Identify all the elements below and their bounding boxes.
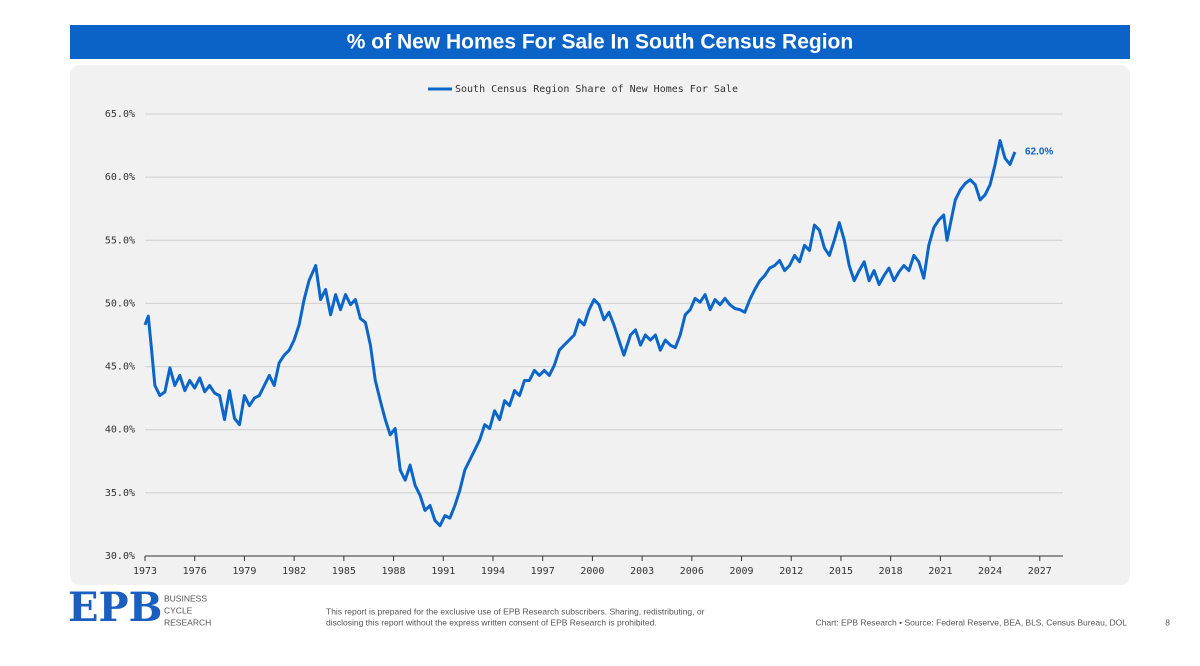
x-tick-label: 2003 xyxy=(630,566,654,577)
x-tick-label: 2012 xyxy=(779,566,803,577)
disclaimer: disclosing this report without the expre… xyxy=(326,617,657,627)
x-tick-label: 2021 xyxy=(928,566,952,577)
y-tick-label: 30.0% xyxy=(105,551,135,562)
series-line xyxy=(143,139,1017,528)
value-annotation: 62.0% xyxy=(1025,147,1053,158)
x-tick-label: 2027 xyxy=(1028,566,1052,577)
y-tick-label: 55.0% xyxy=(105,235,135,246)
x-tick-label: 1997 xyxy=(531,566,555,577)
x-tick-label: 1988 xyxy=(382,566,406,577)
x-tick-label: 1985 xyxy=(332,566,356,577)
legend-label: South Census Region Share of New Homes F… xyxy=(455,84,738,95)
y-tick-label: 45.0% xyxy=(105,362,135,373)
disclaimer: This report is prepared for the exclusiv… xyxy=(326,606,705,616)
y-tick-label: 60.0% xyxy=(105,172,135,183)
brand-line: BUSINESS xyxy=(164,593,207,603)
y-tick-label: 35.0% xyxy=(105,488,135,499)
x-tick-label: 1976 xyxy=(183,566,207,577)
x-tick-label: 2018 xyxy=(879,566,903,577)
x-tick-label: 2024 xyxy=(978,566,1002,577)
y-tick-label: 50.0% xyxy=(105,298,135,309)
source: Chart: EPB Research • Source: Federal Re… xyxy=(816,617,1128,627)
x-tick-label: 1991 xyxy=(431,566,455,577)
x-tick-label: 1979 xyxy=(232,566,256,577)
chart-title: % of New Homes For Sale In South Census … xyxy=(347,31,853,54)
x-tick-label: 1982 xyxy=(282,566,306,577)
x-tick-label: 2009 xyxy=(729,566,753,577)
page-number: 8 xyxy=(1165,617,1170,627)
x-tick-label: 2000 xyxy=(580,566,604,577)
x-tick-label: 1994 xyxy=(481,566,505,577)
title-bar xyxy=(70,25,1130,59)
x-tick-label: 2015 xyxy=(829,566,853,577)
chart-panel xyxy=(70,65,1130,585)
brand-line: RESEARCH xyxy=(164,617,211,627)
y-tick-label: 40.0% xyxy=(105,425,135,436)
y-tick-label: 65.0% xyxy=(105,109,135,120)
brand-line: CYCLE xyxy=(164,605,193,615)
logo: EPB xyxy=(68,584,162,631)
x-tick-label: 1973 xyxy=(133,566,157,577)
x-tick-label: 2006 xyxy=(680,566,704,577)
